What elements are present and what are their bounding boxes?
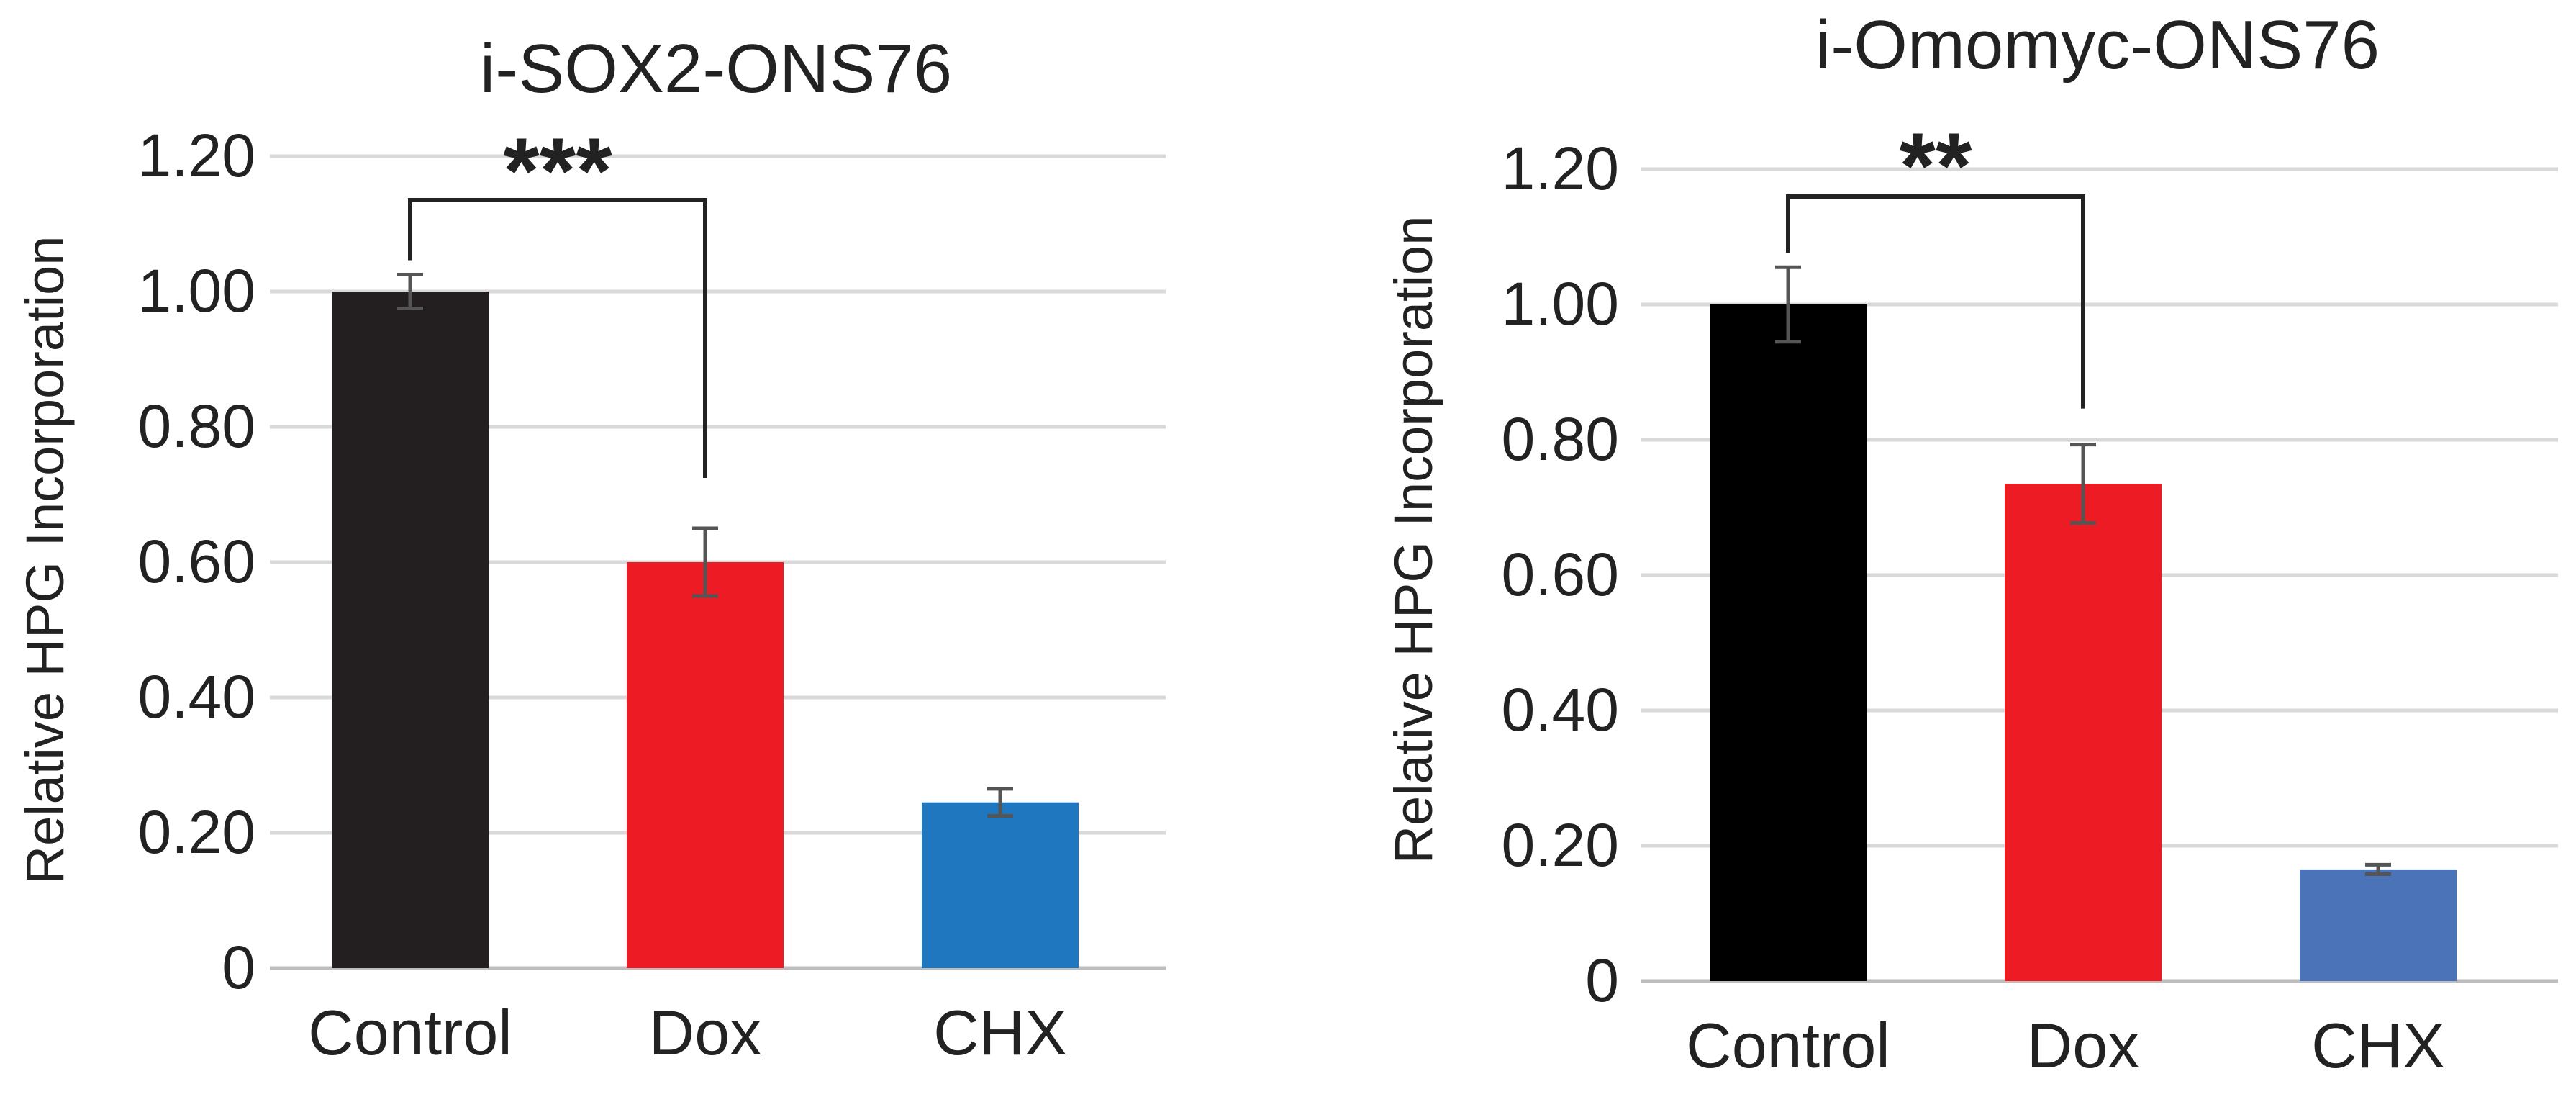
bar [1710,304,1867,981]
y-tick-label: 1.00 [1502,270,1620,338]
y-tick-label: 0.40 [1502,676,1620,744]
bar [627,562,784,968]
x-tick-label: CHX [933,997,1067,1068]
bar [2005,484,2162,981]
bar [332,292,489,968]
significance-stars: ** [1899,113,1972,218]
y-tick-label: 0 [222,934,255,1001]
chart-title: i-Omomyc-ONS76 [1815,6,2380,83]
x-tick-label: Control [308,997,512,1068]
y-tick-label: 0.20 [138,798,256,866]
y-tick-label: 0.40 [138,663,256,731]
significance-bracket [1786,194,2085,409]
chart-title: i-SOX2-ONS76 [480,30,952,107]
y-tick-label: 0.20 [1502,811,1620,879]
bar [922,802,1079,968]
y-tick-label: 0 [1585,947,1619,1014]
significance-bracket [408,198,707,478]
y-tick-label: 0.80 [1502,405,1620,473]
y-tick-label: 0.80 [138,392,256,460]
y-axis-label: Relative HPG Incorporation [1384,216,1443,864]
y-tick-label: 0.60 [138,528,256,595]
x-tick-label: Dox [649,997,762,1068]
y-tick-label: 0.60 [1502,541,1620,608]
chart-left: 0 0.20 0.40 0.60 0.80 1.00 1.20 Control Dox CHX **… [15,30,1166,1068]
bar [2300,869,2457,981]
x-tick-label: Control [1686,1010,1890,1081]
y-tick-label: 1.20 [1502,135,1620,202]
chart-right: 0 0.20 0.40 0.60 0.80 1.00 1.20 Control Dox CHX **… [1384,6,2558,1081]
y-tick-label: 1.00 [138,257,256,325]
significance-stars: *** [503,118,612,223]
x-tick-label: CHX [2311,1010,2445,1081]
y-axis-label: Relative HPG Incorporation [15,236,75,885]
x-tick-label: Dox [2027,1010,2140,1081]
y-tick-label: 1.20 [138,122,256,189]
